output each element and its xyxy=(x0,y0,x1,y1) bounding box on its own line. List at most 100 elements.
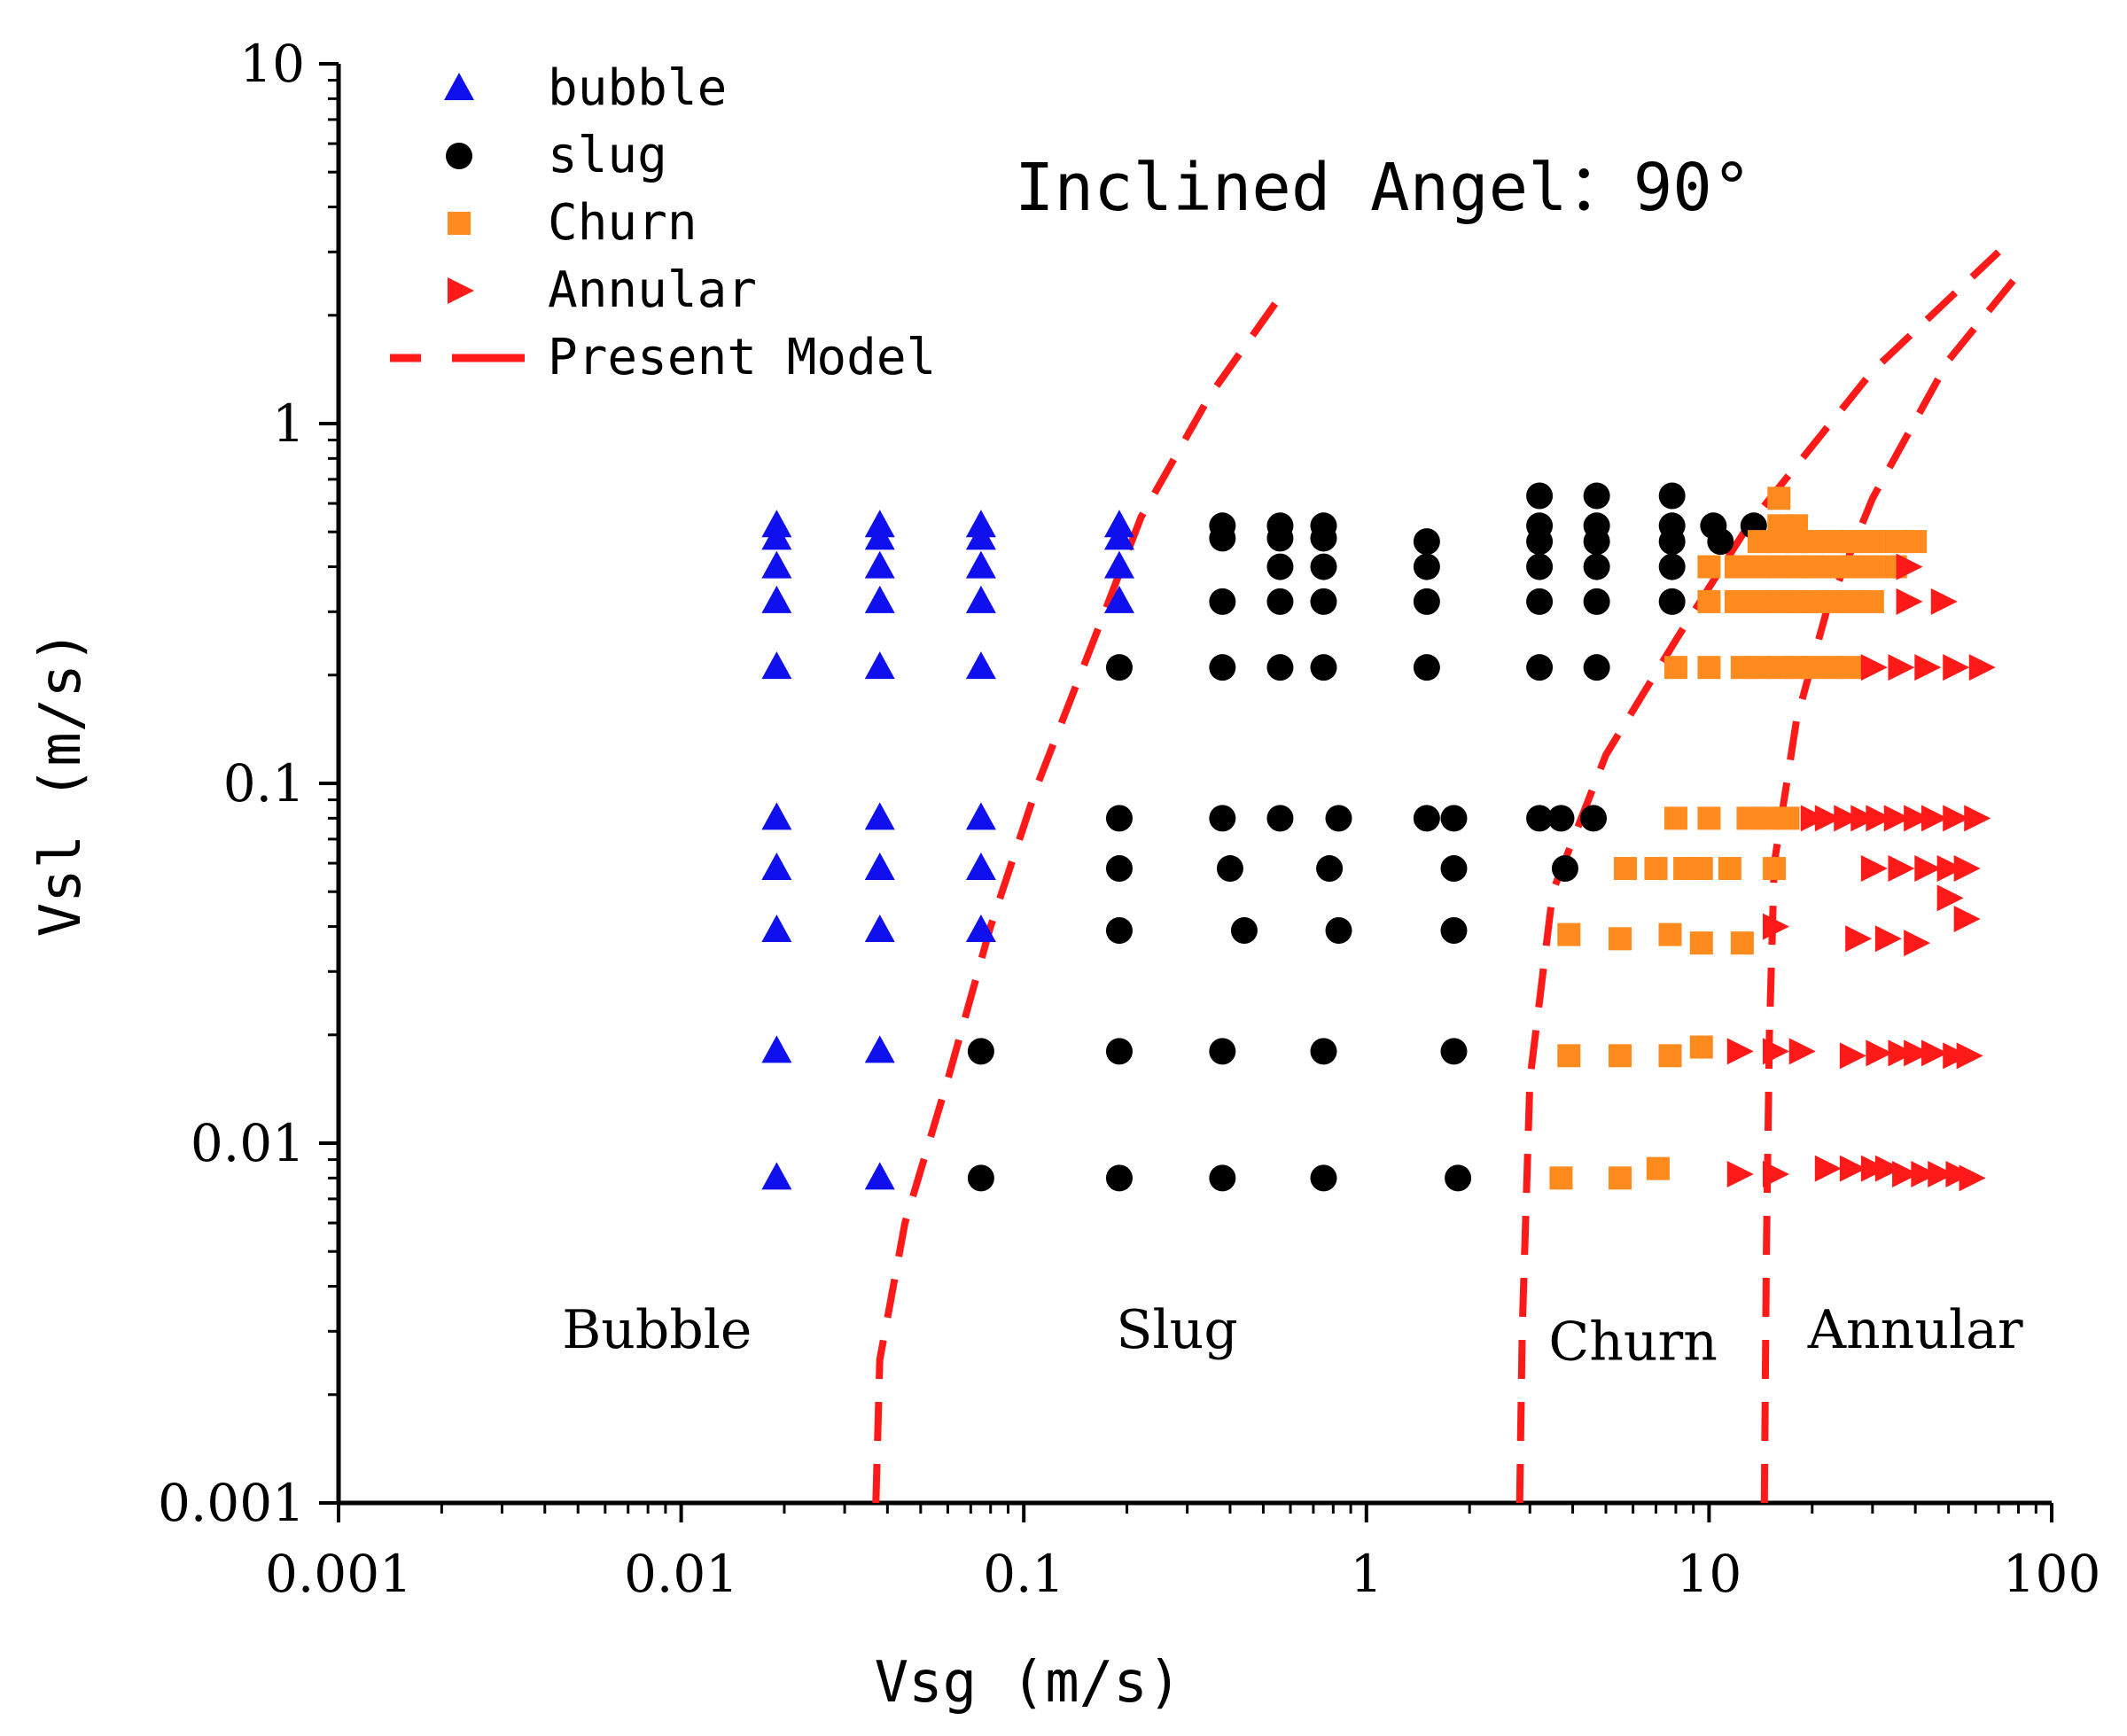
annular-point xyxy=(1850,805,1878,832)
annular-point xyxy=(1800,805,1827,832)
annular-point xyxy=(1914,855,1942,883)
bubble-point xyxy=(965,915,996,943)
churn-point xyxy=(1736,806,1760,830)
churn-point xyxy=(1549,1166,1573,1190)
region-label: Churn xyxy=(1548,1311,1718,1373)
chart-title: Inclined Angel：90° xyxy=(1015,150,1751,226)
churn-point xyxy=(1658,922,1682,946)
annular-point xyxy=(1726,1160,1754,1187)
annular-point xyxy=(1943,654,1970,681)
annular-point xyxy=(1928,1160,1955,1187)
churn-point xyxy=(1800,555,1824,579)
y-tick-label: 10 xyxy=(239,34,305,94)
annular-point xyxy=(1839,1155,1866,1182)
annular-point xyxy=(1814,1155,1842,1182)
bubble-point xyxy=(1103,550,1134,579)
slug-point xyxy=(1209,805,1236,832)
churn-point xyxy=(1557,922,1581,946)
annular-point xyxy=(1883,805,1911,832)
bubble-point xyxy=(761,585,792,613)
slug-point xyxy=(1707,528,1734,556)
churn-point xyxy=(1697,806,1721,830)
annular-point xyxy=(1762,913,1789,940)
annular-point xyxy=(1943,1042,1970,1070)
churn-point xyxy=(1646,1156,1670,1180)
legend-label: slug xyxy=(548,127,667,184)
slug-point xyxy=(1216,855,1243,883)
bubble-point xyxy=(965,802,996,830)
tick-labels: 0.001 0.01 0.1 1 10 100 0.001 0.01 0.1 1 10 xyxy=(158,34,2100,1604)
churn-point xyxy=(1800,589,1824,613)
churn-point xyxy=(1689,857,1713,881)
bubble-point xyxy=(864,651,895,680)
region-label: Annular xyxy=(1807,1299,2023,1361)
annular-point xyxy=(1866,805,1893,832)
bubble-point xyxy=(761,651,792,680)
slug-point xyxy=(1105,917,1133,945)
churn-point xyxy=(1609,1044,1632,1068)
slug-point xyxy=(1209,1164,1236,1192)
slug-point xyxy=(1413,553,1440,580)
legend-label: Churn xyxy=(548,194,697,252)
slug-point xyxy=(1325,805,1352,832)
y-axis-title: Vsl (m/s) xyxy=(28,630,94,938)
annular-point xyxy=(1911,1160,1938,1187)
slug-point xyxy=(1413,588,1440,615)
annular-point xyxy=(1896,553,1923,580)
bubble-point xyxy=(864,585,895,613)
y-tick-label: 0.001 xyxy=(158,1473,305,1533)
annular-point xyxy=(1968,654,1996,681)
churn-point xyxy=(1800,530,1824,554)
annular-point xyxy=(1921,805,1948,832)
slug-point xyxy=(1440,1038,1468,1065)
annular-point xyxy=(1936,855,1964,883)
churn-point xyxy=(1557,1044,1581,1068)
region-annotations: Bubble Slug Churn Annular xyxy=(562,1299,2023,1374)
annular-point xyxy=(1930,588,1958,615)
slug-point xyxy=(1105,1164,1133,1192)
churn-point xyxy=(1697,589,1721,613)
bubble-point xyxy=(761,915,792,943)
bubble-point xyxy=(965,522,996,550)
annular-point xyxy=(1762,1038,1789,1065)
annular-point xyxy=(1945,1160,1973,1187)
annular-point xyxy=(1953,855,1981,883)
slug-point xyxy=(1658,482,1686,510)
x-tick-label: 10 xyxy=(1676,1544,1741,1604)
churn-point xyxy=(1800,656,1824,680)
churn-point xyxy=(1697,656,1721,680)
model-boundary-line xyxy=(872,298,1281,1504)
slug-point xyxy=(1266,525,1294,552)
slug-point xyxy=(1413,528,1440,556)
legend-marker-annular xyxy=(448,277,474,304)
slug-point xyxy=(1526,553,1554,580)
bubble-point xyxy=(1103,585,1134,613)
annular-point xyxy=(1874,925,1902,953)
slug-point xyxy=(1583,588,1610,615)
churn-point xyxy=(1839,589,1863,613)
bubble-point xyxy=(761,852,792,881)
legend-marker-bubble xyxy=(444,73,474,100)
bubble-point xyxy=(864,1162,895,1190)
annular-point xyxy=(1866,1039,1893,1067)
bubble-point xyxy=(1103,522,1134,550)
annular-point xyxy=(1845,925,1873,953)
churn-point xyxy=(1860,530,1884,554)
churn-point xyxy=(1718,857,1741,881)
x-tick-label: 0.1 xyxy=(983,1544,1064,1604)
bubble-point xyxy=(864,550,895,579)
slug-point xyxy=(1526,654,1554,681)
bubble-point xyxy=(864,1035,895,1063)
bubble-point xyxy=(965,585,996,613)
bubble-point xyxy=(864,802,895,830)
annular-point xyxy=(1956,1042,1983,1070)
bubble-point xyxy=(965,550,996,579)
churn-point xyxy=(1663,656,1687,680)
churn-point xyxy=(1767,487,1791,510)
model-boundary-line xyxy=(1515,249,2001,1504)
slug-point xyxy=(1526,482,1554,510)
x-tick-label: 0.001 xyxy=(265,1544,412,1604)
slug-point xyxy=(1580,805,1608,832)
churn-point xyxy=(1689,1035,1713,1059)
slug-point xyxy=(1105,654,1133,681)
